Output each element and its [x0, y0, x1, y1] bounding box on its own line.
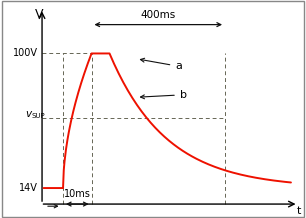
- Text: a: a: [176, 61, 182, 71]
- Text: b: b: [180, 90, 187, 100]
- Text: 100V: 100V: [13, 48, 38, 58]
- Text: 14V: 14V: [19, 183, 38, 193]
- Text: V: V: [35, 8, 43, 20]
- Text: 400ms: 400ms: [141, 10, 176, 20]
- Text: 10ms: 10ms: [64, 189, 91, 199]
- Text: t: t: [297, 206, 301, 216]
- Text: SUP: SUP: [32, 114, 45, 119]
- Text: v: v: [26, 109, 32, 119]
